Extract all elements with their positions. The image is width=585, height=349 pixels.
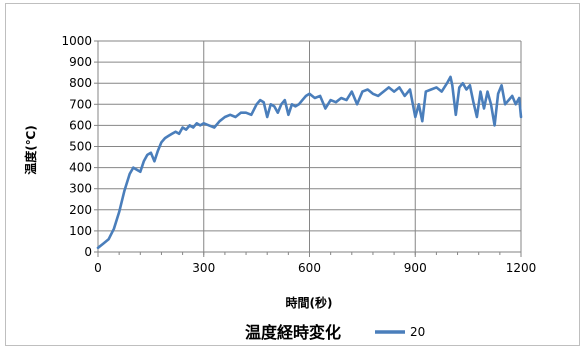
chart-area: 0 100 200 300 400 500 600 700 800 900 1000 0 300 600 9… — [5, 3, 580, 346]
y-tick-label: 100 — [69, 224, 92, 238]
y-tick-label: 0 — [84, 245, 92, 259]
tick-labels: 0 100 200 300 400 500 600 700 800 900 1000 0 300 600 9… — [61, 34, 536, 275]
x-tick-label: 0 — [94, 261, 102, 275]
y-tick-label: 400 — [69, 161, 92, 175]
y-tick-label: 800 — [69, 76, 92, 90]
gridlines — [94, 40, 522, 257]
y-tick-label: 300 — [69, 182, 92, 196]
y-axis-title: 温度(℃) — [23, 125, 38, 175]
x-tick-label: 300 — [192, 261, 215, 275]
chart-title: 温度経時変化 — [244, 323, 341, 342]
line-chart: 0 100 200 300 400 500 600 700 800 900 1000 0 300 600 9… — [23, 34, 536, 342]
y-tick-label: 200 — [69, 203, 92, 217]
x-tick-label: 900 — [404, 261, 427, 275]
x-tick-label: 1200 — [506, 261, 537, 275]
y-tick-label: 1000 — [61, 34, 92, 48]
legend-label-20: 20 — [410, 325, 425, 339]
y-tick-label: 700 — [69, 97, 92, 111]
x-tick-label: 600 — [298, 261, 321, 275]
x-axis-title: 時間(秒) — [286, 295, 333, 310]
y-tick-label: 500 — [69, 140, 92, 154]
y-tick-label: 600 — [69, 118, 92, 132]
legend: 20 — [375, 325, 425, 339]
series-line-20 — [96, 75, 523, 250]
series-lines — [96, 75, 523, 250]
y-tick-label: 900 — [69, 55, 92, 69]
